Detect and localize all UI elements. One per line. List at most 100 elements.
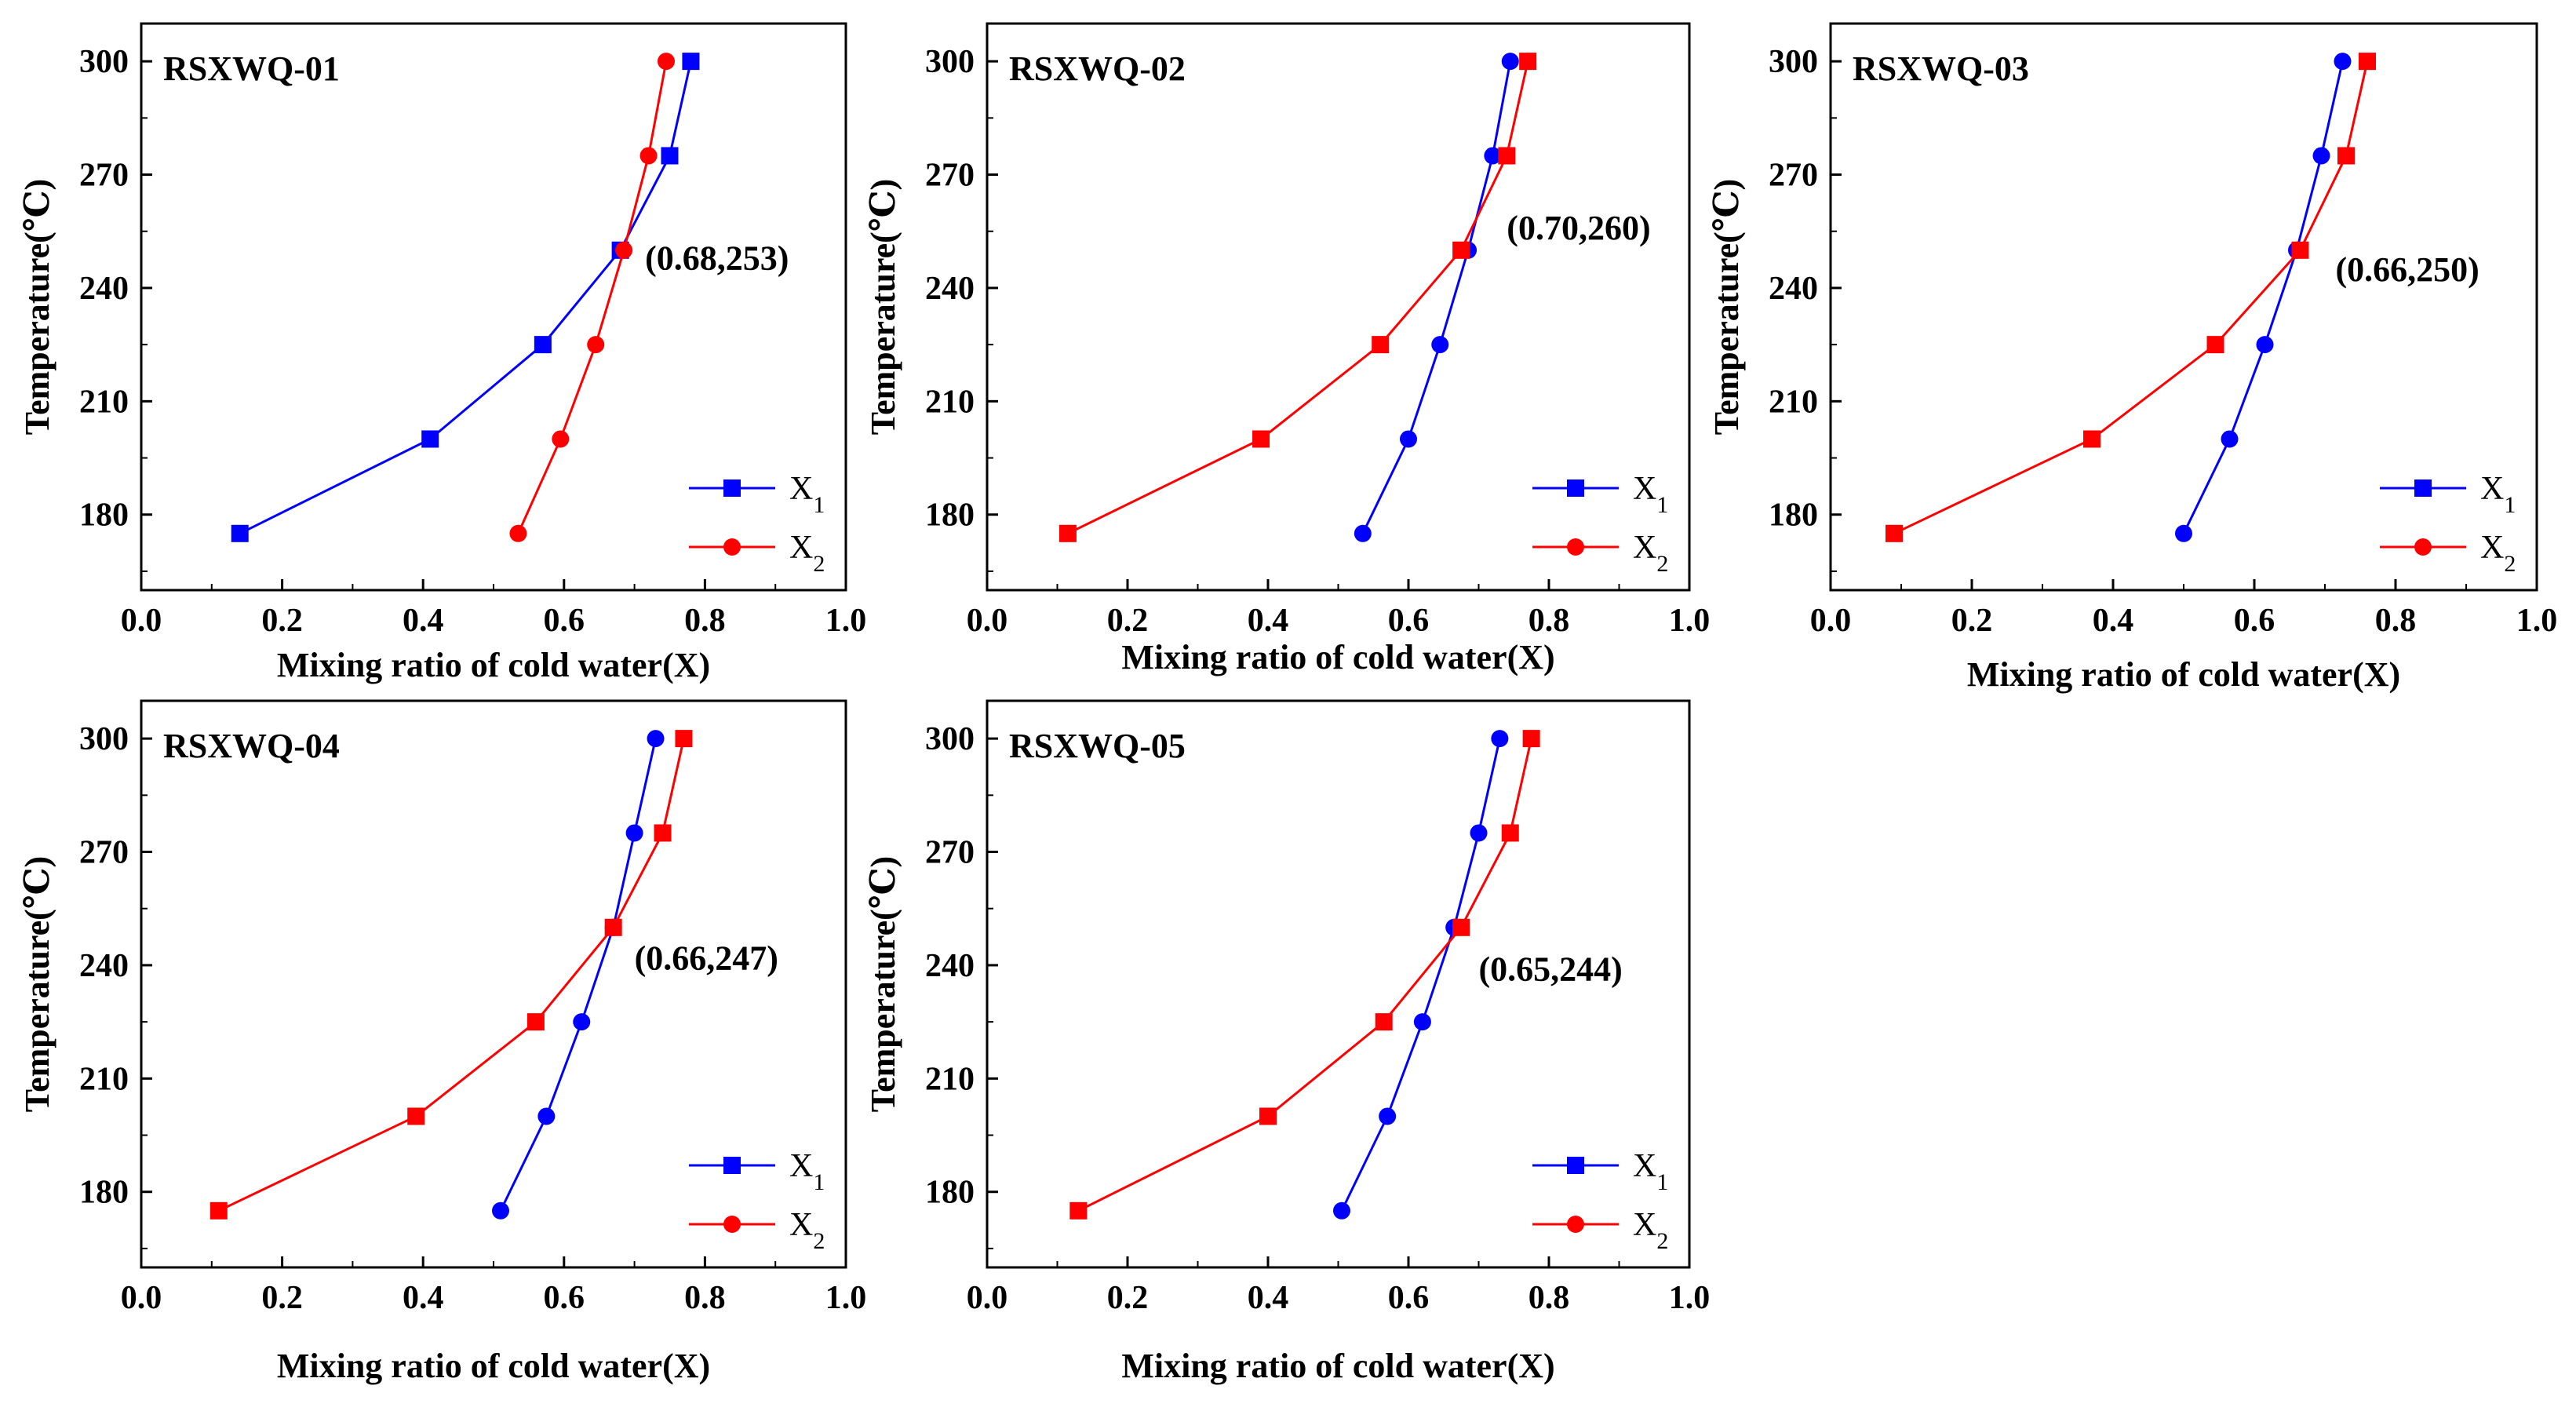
data-point-X2 bbox=[2359, 53, 2376, 71]
data-point-X2 bbox=[2337, 147, 2355, 165]
legend-label-X1: X1 bbox=[789, 471, 825, 518]
legend-marker-X1 bbox=[1567, 1157, 1584, 1174]
x-tick-label: 1.0 bbox=[1669, 1280, 1711, 1316]
data-point-X1 bbox=[1354, 524, 1372, 542]
x-tick-label: 0.0 bbox=[967, 603, 1008, 639]
panel-title: RSXWQ-01 bbox=[163, 49, 340, 88]
series-line-X1 bbox=[499, 738, 658, 1212]
x-tick-label: 0.2 bbox=[1107, 603, 1149, 639]
x-tick-label: 0.4 bbox=[403, 1280, 444, 1316]
panel-title: RSXWQ-03 bbox=[1853, 49, 2029, 88]
data-point-X1 bbox=[625, 824, 643, 842]
x-tick-label: 0.2 bbox=[1951, 603, 1993, 639]
legend-marker-X2 bbox=[723, 1216, 741, 1233]
legend-marker-X2 bbox=[723, 538, 741, 556]
legend-label-X1: X1 bbox=[2480, 471, 2516, 518]
y-tick-label: 270 bbox=[79, 158, 129, 194]
intersection-annotation: (0.66,247) bbox=[635, 939, 778, 977]
data-point-X2 bbox=[509, 524, 527, 542]
y-tick-label: 210 bbox=[925, 384, 975, 420]
y-tick-label: 210 bbox=[79, 384, 129, 420]
data-point-X2 bbox=[1375, 1013, 1393, 1031]
x-tick-label: 0.2 bbox=[261, 603, 303, 639]
legend-marker-X1 bbox=[2414, 479, 2432, 497]
data-point-X2 bbox=[1069, 1201, 1088, 1220]
data-point-X1 bbox=[1332, 1201, 1350, 1220]
x-tick-label: 0.0 bbox=[967, 1280, 1008, 1316]
data-point-X2 bbox=[639, 147, 658, 165]
y-tick-label: 300 bbox=[79, 44, 129, 80]
y-tick-label: 240 bbox=[925, 271, 975, 307]
data-point-X1 bbox=[2312, 147, 2330, 165]
legend-label-X1: X1 bbox=[789, 1148, 825, 1195]
x-axis-title: Mixing ratio of cold water(X) bbox=[1967, 655, 2400, 694]
legend-marker-X2 bbox=[1567, 538, 1584, 556]
plot-frame bbox=[140, 22, 847, 592]
x-tick-label: 0.6 bbox=[1388, 603, 1430, 639]
data-point-X2 bbox=[407, 1107, 425, 1125]
x-axis-title: Mixing ratio of cold water(X) bbox=[277, 1347, 710, 1385]
x-tick-label: 0.8 bbox=[1528, 1280, 1570, 1316]
y-axis-title: Temperature(℃) bbox=[18, 856, 56, 1112]
chart-panel-5: 0.0 0.2 0.4 0.6 0.8 1.0 180 210 240 270 300 Mixing … bbox=[864, 699, 1711, 1385]
data-point-X2 bbox=[552, 430, 570, 448]
y-tick-label: 270 bbox=[79, 835, 129, 871]
y-tick-label: 180 bbox=[79, 498, 129, 534]
x-tick-label: 0.8 bbox=[2375, 603, 2417, 639]
panel-title: RSXWQ-05 bbox=[1009, 727, 1186, 765]
y-tick-label: 300 bbox=[925, 44, 975, 80]
y-tick-label: 270 bbox=[1769, 158, 1818, 194]
data-point-X2 bbox=[675, 730, 693, 748]
data-point-X1 bbox=[2256, 336, 2274, 354]
x-tick-label: 0.6 bbox=[1388, 1280, 1430, 1316]
data-point-X2 bbox=[1522, 730, 1540, 748]
x-tick-label: 0.2 bbox=[1107, 1280, 1149, 1316]
x-tick-label: 0.0 bbox=[1810, 603, 1852, 639]
series-line-X1 bbox=[2182, 60, 2344, 534]
chart-panel-3: 0.0 0.2 0.4 0.6 0.8 1.0 180 210 240 270 300 Mixing … bbox=[1707, 22, 2557, 694]
y-tick-label: 210 bbox=[1769, 384, 1818, 420]
panel-title: RSXWQ-04 bbox=[163, 727, 340, 765]
x-tick-label: 0.2 bbox=[261, 1280, 303, 1316]
data-point-X1 bbox=[1484, 147, 1502, 165]
x-tick-label: 0.0 bbox=[121, 1280, 162, 1316]
data-point-X1 bbox=[1379, 1107, 1397, 1125]
y-tick-label: 180 bbox=[79, 1175, 129, 1211]
data-point-X2 bbox=[1452, 918, 1470, 936]
x-tick-label: 0.4 bbox=[403, 603, 444, 639]
data-point-X2 bbox=[1886, 524, 1903, 542]
x-axis-title: Mixing ratio of cold water(X) bbox=[1121, 638, 1554, 676]
panel-title: RSXWQ-02 bbox=[1009, 49, 1186, 88]
data-point-X1 bbox=[661, 147, 679, 165]
y-tick-label: 270 bbox=[925, 835, 975, 871]
x-tick-label: 0.0 bbox=[121, 603, 162, 639]
y-tick-label: 300 bbox=[925, 721, 975, 757]
series-line-X1 bbox=[1361, 60, 1512, 534]
x-tick-label: 1.0 bbox=[1669, 603, 1711, 639]
y-tick-label: 300 bbox=[79, 721, 129, 757]
data-point-X1 bbox=[682, 53, 700, 71]
x-tick-label: 0.8 bbox=[1528, 603, 1570, 639]
chart-panel-2: 0.0 0.2 0.4 0.6 0.8 1.0 180 210 240 270 300 Mixing … bbox=[864, 22, 1711, 676]
data-point-X1 bbox=[421, 430, 439, 448]
legend-marker-X2 bbox=[2414, 538, 2432, 556]
series-line-X1 bbox=[1340, 738, 1501, 1212]
y-axis-title: Temperature(℃) bbox=[864, 856, 902, 1112]
data-point-X2 bbox=[210, 1201, 228, 1220]
x-tick-label: 0.4 bbox=[2093, 603, 2134, 639]
y-tick-label: 270 bbox=[925, 158, 975, 194]
chart-panel-1: 0.0 0.2 0.4 0.6 0.8 1.0 180 210 240 270 300 Mixing … bbox=[18, 22, 866, 684]
data-point-X1 bbox=[2221, 430, 2239, 448]
data-point-X2 bbox=[1452, 241, 1470, 259]
data-point-X1 bbox=[647, 730, 665, 748]
y-tick-label: 300 bbox=[1769, 44, 1818, 80]
data-point-X1 bbox=[1501, 53, 1519, 71]
x-tick-label: 0.4 bbox=[1248, 603, 1289, 639]
y-tick-label: 180 bbox=[925, 498, 975, 534]
y-tick-label: 210 bbox=[925, 1061, 975, 1097]
intersection-annotation: (0.68,253) bbox=[645, 239, 789, 277]
y-tick-label: 180 bbox=[925, 1175, 975, 1211]
plot-frame bbox=[986, 22, 1691, 592]
series-line-X2 bbox=[1067, 60, 1529, 535]
